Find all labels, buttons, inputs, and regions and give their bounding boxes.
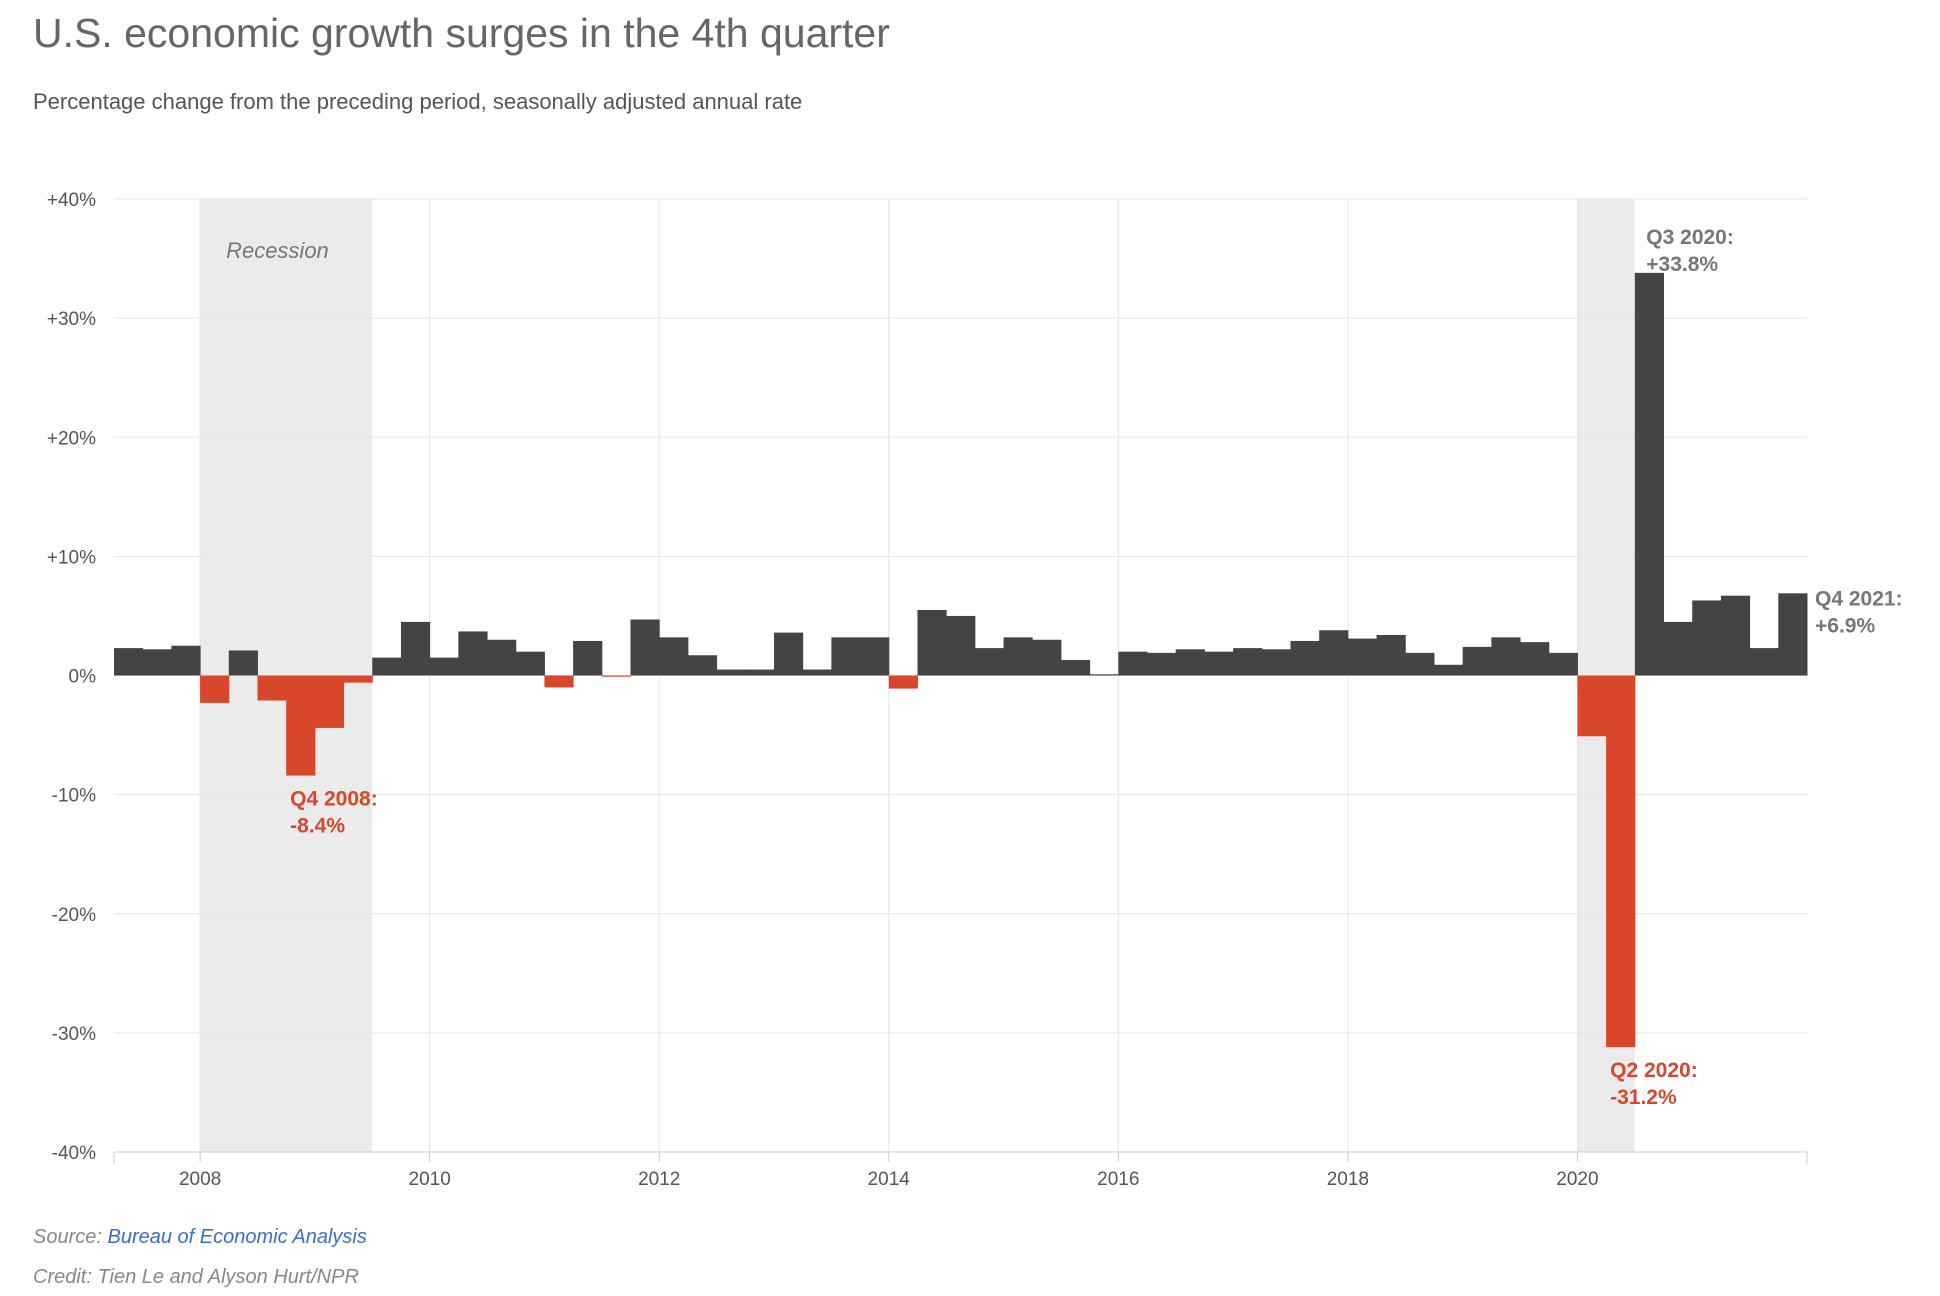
gdp-bar-chart: Recession +40% +30% +20% +10% 0% -10% -20% -30% -… — [47, 190, 1903, 1190]
bar — [114, 648, 144, 676]
bar — [458, 631, 488, 676]
bar — [1634, 272, 1665, 676]
bar — [1778, 593, 1808, 676]
bar — [1118, 651, 1148, 676]
y-tick-label: 0% — [69, 667, 97, 688]
bar — [1003, 637, 1033, 676]
bar — [1147, 652, 1177, 676]
bar — [860, 637, 890, 676]
bar — [601, 675, 632, 677]
bar — [1520, 642, 1550, 676]
bar — [1290, 640, 1320, 676]
bar — [802, 669, 832, 676]
bar — [630, 619, 660, 676]
bar — [1606, 675, 1636, 1048]
y-tick-label: +20% — [47, 428, 96, 449]
x-tick-label: 2018 — [1327, 1169, 1369, 1190]
x-tick-label: 2020 — [1556, 1169, 1598, 1190]
x-tick-label: 2010 — [409, 1169, 451, 1190]
bar — [1405, 652, 1435, 676]
recession-label: Recession — [226, 238, 329, 263]
bar — [400, 621, 431, 676]
bar — [1233, 648, 1263, 676]
y-tick-label: -20% — [52, 905, 96, 926]
bar — [974, 648, 1005, 676]
bar — [1347, 638, 1378, 676]
bar — [659, 637, 689, 676]
bar — [917, 609, 947, 676]
bar — [946, 615, 976, 676]
bar — [888, 675, 918, 689]
annotation-value: +6.9% — [1815, 614, 1875, 637]
bar — [487, 639, 517, 676]
annotation-label: Q3 2020: — [1646, 226, 1734, 249]
y-tick-label: +40% — [47, 190, 96, 211]
bar — [1548, 652, 1578, 676]
bar — [286, 675, 316, 776]
bar — [1060, 660, 1091, 676]
annotation-value: +33.8% — [1646, 253, 1718, 276]
x-tick-label: 2014 — [868, 1169, 911, 1190]
bar — [1319, 630, 1349, 676]
bar — [1577, 675, 1607, 737]
bar — [257, 675, 287, 701]
x-tick-label: 2008 — [179, 1169, 221, 1190]
bar — [142, 649, 172, 676]
bar — [429, 657, 459, 676]
bar — [831, 637, 861, 676]
bar — [314, 675, 345, 728]
annotation-label: Q4 2008: — [290, 788, 378, 811]
bar — [1261, 649, 1291, 676]
bar — [1462, 646, 1492, 676]
bar — [716, 669, 746, 676]
chart-subtitle: Percentage change from the preceding per… — [33, 89, 803, 114]
annotation-label: Q4 2021: — [1815, 587, 1903, 610]
bar — [573, 640, 603, 676]
y-tick-label: +10% — [47, 547, 96, 568]
bar — [1720, 595, 1751, 676]
source-line: Source: Bureau of Economic Analysis — [33, 1226, 367, 1249]
bar — [1433, 664, 1464, 676]
x-tick-label: 2012 — [638, 1169, 680, 1190]
bar — [1032, 639, 1062, 676]
bar — [1491, 637, 1521, 676]
annotation-label: Q2 2020: — [1610, 1059, 1698, 1082]
credit-line: Credit: Tien Le and Alyson Hurt/NPR — [33, 1266, 359, 1288]
annotation-value: -8.4% — [290, 815, 345, 838]
bar — [745, 669, 775, 676]
source-prefix: Source: — [33, 1226, 108, 1248]
bar — [773, 632, 804, 676]
bar — [1376, 634, 1406, 676]
y-tick-label: -30% — [52, 1024, 96, 1045]
bar — [372, 657, 402, 676]
y-tick-label: -40% — [52, 1143, 96, 1164]
bar — [343, 675, 373, 683]
bar — [228, 650, 258, 676]
chart-title: U.S. economic growth surges in the 4th q… — [33, 10, 890, 56]
bar — [515, 651, 545, 676]
source-link[interactable]: Bureau of Economic Analysis — [107, 1226, 367, 1248]
bar — [171, 645, 201, 676]
bar — [687, 655, 718, 676]
bar — [200, 675, 230, 703]
y-tick-label: -10% — [52, 786, 96, 807]
bar — [544, 675, 574, 688]
y-tick-label: +30% — [47, 309, 96, 330]
bar — [1089, 674, 1119, 676]
annotation-value: -31.2% — [1610, 1086, 1677, 1109]
bar — [1692, 600, 1722, 676]
bar — [1175, 649, 1205, 676]
bar — [1749, 648, 1779, 676]
x-tick-label: 2016 — [1097, 1169, 1139, 1190]
bar — [1663, 621, 1693, 676]
bar — [1204, 651, 1234, 676]
